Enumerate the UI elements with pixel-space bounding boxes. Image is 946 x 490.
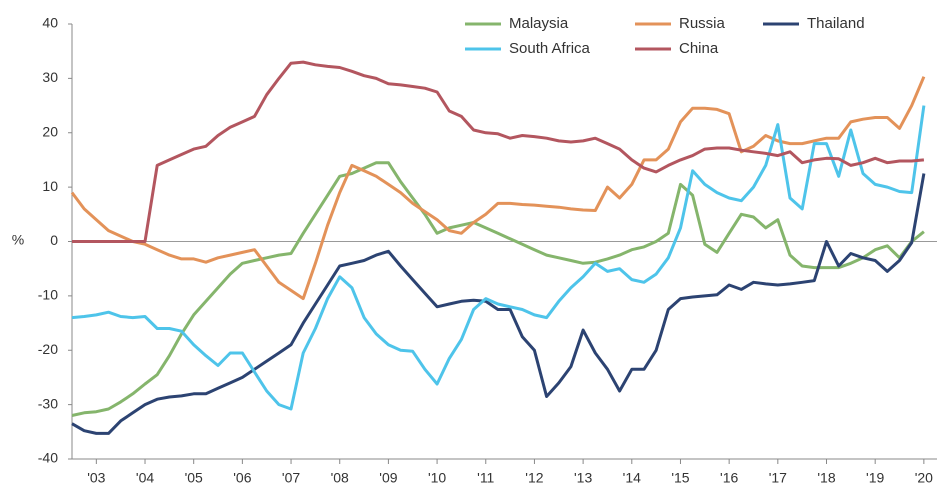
series-line: [71, 161, 925, 417]
x-tick-label: '08: [331, 470, 349, 486]
x-tick-label: '09: [379, 470, 397, 486]
series-line: [72, 60, 925, 243]
series-line: [71, 105, 926, 411]
x-tick-label: '16: [720, 470, 738, 486]
series-line: [70, 76, 926, 301]
y-tick-label: 0: [50, 232, 58, 248]
x-tick-label: '04: [136, 470, 154, 486]
y-tick-label: 10: [42, 178, 58, 194]
x-tick-label: '07: [282, 470, 300, 486]
legend-label: Thailand: [807, 15, 865, 32]
y-tick-label: 40: [42, 15, 58, 31]
x-tick-label: '20: [915, 470, 933, 486]
x-tick-label: '11: [477, 470, 494, 486]
x-tick-label: '12: [525, 470, 543, 486]
y-tick-label: -40: [38, 450, 58, 466]
y-tick-label: -30: [38, 395, 58, 411]
x-tick-label: '10: [428, 470, 446, 486]
legend-label: South Africa: [509, 40, 591, 57]
y-tick-label: -20: [38, 341, 58, 357]
y-axis-label: %: [12, 232, 24, 248]
y-tick-label: -10: [38, 287, 58, 303]
x-tick-label: '19: [866, 470, 884, 486]
legend-label: Malaysia: [509, 15, 569, 32]
x-tick-label: '06: [233, 470, 251, 486]
x-tick-label: '18: [817, 470, 835, 486]
x-tick-label: '17: [769, 470, 787, 486]
y-tick-label: 30: [42, 69, 58, 85]
series-line: [71, 173, 926, 435]
legend-label: China: [679, 40, 719, 57]
legend-label: Russia: [679, 15, 726, 32]
x-tick-label: '13: [574, 470, 592, 486]
x-tick-label: '14: [623, 470, 641, 486]
y-tick-label: 20: [42, 123, 58, 139]
legend: Malaysia Russia Thailand South Africa China: [465, 15, 865, 57]
x-tick-label: '15: [671, 470, 689, 486]
x-tick-label: '05: [185, 470, 203, 486]
x-tick-label: '03: [87, 470, 105, 486]
